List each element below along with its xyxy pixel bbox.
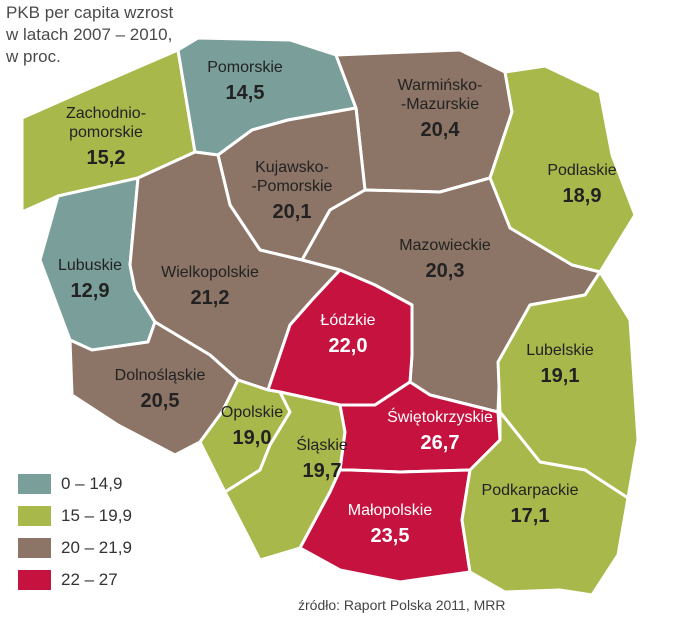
region-name-dolnoslaskie: Dolnośląskie <box>115 367 206 384</box>
region-name-slaskie: Śląskie <box>296 435 348 454</box>
region-value-mazowieckie: 20,3 <box>426 260 465 282</box>
legend-swatch <box>18 474 51 494</box>
region-value-wielkopolskie: 21,2 <box>191 287 230 309</box>
region-value-swietokrzyskie: 26,7 <box>421 432 460 454</box>
region-value-warminsko-mazurskie: 20,4 <box>421 119 461 141</box>
region-value-lubelskie: 19,1 <box>541 365 580 387</box>
region-value-lubuskie: 12,9 <box>71 280 110 302</box>
source-note: źródło: Raport Polska 2011, MRR <box>298 597 506 613</box>
legend-swatch <box>18 538 51 558</box>
region-name-kujawsko-pomorskie: Kujawsko- <box>255 159 329 176</box>
region-value-pomorskie: 14,5 <box>226 82 265 104</box>
region-name-lubuskie: Lubuskie <box>58 257 122 274</box>
region-name-mazowieckie: Mazowieckie <box>399 237 491 254</box>
region-name-zachodniopomorskie: pomorskie <box>69 124 143 141</box>
region-value-podlaskie: 18,9 <box>563 185 602 207</box>
region-name-lodzkie: Łódzkie <box>320 312 375 329</box>
region-value-kujawsko-pomorskie: 20,1 <box>273 201 312 223</box>
region-name-wielkopolskie: Wielkopolskie <box>161 264 259 281</box>
legend-item: 0 – 14,9 <box>18 472 132 496</box>
region-name-warminsko-mazurskie: Warmińsko- <box>398 77 483 94</box>
region-name-malopolskie: Małopolskie <box>348 502 433 519</box>
region-name-kujawsko-pomorskie: -Pomorskie <box>252 178 333 195</box>
legend-label: 22 – 27 <box>61 570 118 589</box>
region-name-opolskie: Opolskie <box>221 404 283 421</box>
legend: 0 – 14,9 15 – 19,9 20 – 21,9 22 – 27 <box>18 472 132 600</box>
title-line-2: w latach 2007 – 2010, <box>6 25 173 44</box>
legend-swatch <box>18 506 51 526</box>
region-name-swietokrzyskie: Świętokrzyskie <box>387 407 493 426</box>
region-name-podlaskie: Podlaskie <box>547 162 616 179</box>
region-name-lubelskie: Lubelskie <box>526 342 594 359</box>
legend-label: 20 – 21,9 <box>61 538 132 557</box>
region-value-malopolskie: 23,5 <box>371 525 410 547</box>
region-value-zachodniopomorskie: 15,2 <box>87 147 126 169</box>
region-value-dolnoslaskie: 20,5 <box>141 390 180 412</box>
region-name-podkarpackie: Podkarpackie <box>482 482 579 499</box>
legend-item: 20 – 21,9 <box>18 536 132 560</box>
legend-label: 15 – 19,9 <box>61 506 132 525</box>
legend-item: 22 – 27 <box>18 568 132 592</box>
region-value-podkarpackie: 17,1 <box>511 505 550 527</box>
region-name-pomorskie: Pomorskie <box>207 59 283 76</box>
map-title: PKB per capita wzrost w latach 2007 – 20… <box>6 2 173 68</box>
region-podkarpackie <box>460 410 630 597</box>
region-name-zachodniopomorskie: Zachodnio- <box>66 105 146 122</box>
region-value-opolskie: 19,0 <box>233 427 272 449</box>
legend-item: 15 – 19,9 <box>18 504 132 528</box>
region-value-lodzkie: 22,0 <box>329 335 368 357</box>
region-name-warminsko-mazurskie: -Mazurskie <box>401 96 479 113</box>
legend-swatch <box>18 570 51 590</box>
region-value-slaskie: 19,7 <box>303 460 342 482</box>
legend-label: 0 – 14,9 <box>61 474 123 493</box>
title-line-3: w proc. <box>6 47 61 66</box>
title-line-1: PKB per capita wzrost <box>6 3 174 22</box>
